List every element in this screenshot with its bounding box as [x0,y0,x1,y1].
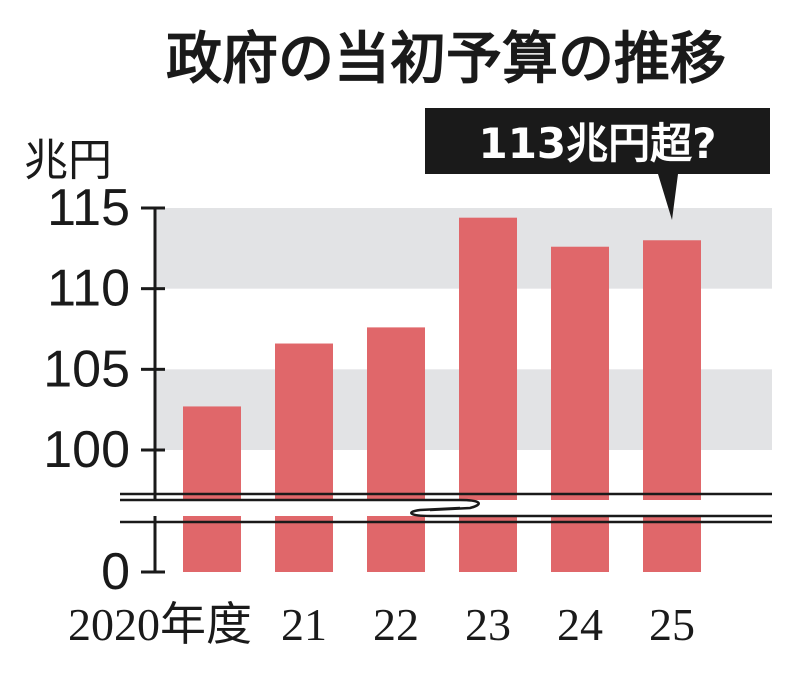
y-tick-label-110: 110 [47,260,130,318]
bar-2020年度 [183,406,241,572]
x-label-23: 23 [465,599,511,650]
bar-22 [367,327,425,572]
bar-21 [275,343,333,572]
y-axis-unit-label: 兆円 [24,136,112,185]
x-label-24: 24 [557,599,603,650]
bar-24 [551,246,609,572]
y-tick-labels: 0 100 105 110 115 [43,179,130,601]
annotation-callout: 113兆円超? [425,108,770,220]
x-category-labels: 2020年度 21 22 23 24 25 [68,599,695,650]
x-label-21: 21 [281,599,327,650]
chart-title: 政府の当初予算の推移 [166,27,726,92]
axis-break-line-top [120,498,480,512]
annotation-text: 113兆円超? [478,119,716,168]
x-label-22: 22 [373,599,419,650]
y-tick-label-100: 100 [43,421,130,479]
y-tick-label-105: 105 [43,340,130,398]
y-tick-label-0: 0 [101,543,130,601]
x-label-25: 25 [649,599,695,650]
axis-break-line-bottom [410,506,772,518]
y-tick-label-115: 115 [47,179,130,237]
bar-23 [459,217,517,572]
annotation-box [425,108,770,220]
axis-break [120,492,772,524]
x-label-2020年度: 2020年度 [68,599,252,650]
